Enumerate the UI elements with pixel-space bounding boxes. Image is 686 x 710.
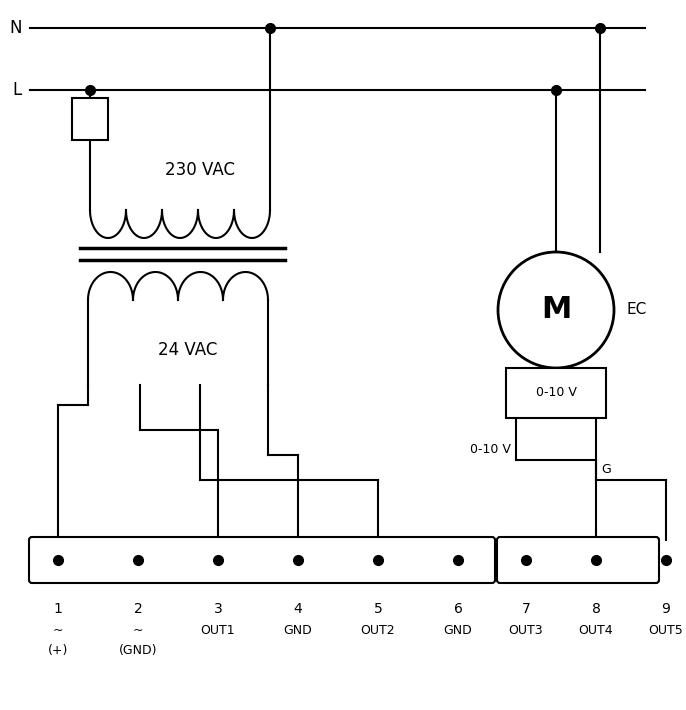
Text: 3: 3 bbox=[213, 602, 222, 616]
Text: EC: EC bbox=[626, 302, 646, 317]
Text: 2: 2 bbox=[134, 602, 143, 616]
Text: 9: 9 bbox=[661, 602, 670, 616]
Text: 5: 5 bbox=[374, 602, 382, 616]
Text: OUT4: OUT4 bbox=[579, 624, 613, 637]
Text: G: G bbox=[601, 463, 611, 476]
Text: L: L bbox=[13, 81, 22, 99]
Text: 0-10 V: 0-10 V bbox=[470, 443, 511, 456]
Text: OUT2: OUT2 bbox=[361, 624, 395, 637]
Text: OUT1: OUT1 bbox=[201, 624, 235, 637]
Text: 4: 4 bbox=[294, 602, 303, 616]
Text: (GND): (GND) bbox=[119, 644, 157, 657]
Text: 1: 1 bbox=[54, 602, 62, 616]
Text: N: N bbox=[10, 19, 22, 37]
Text: 24 VAC: 24 VAC bbox=[158, 341, 217, 359]
Text: (+): (+) bbox=[48, 644, 68, 657]
Bar bbox=[506, 368, 606, 418]
Text: GND: GND bbox=[444, 624, 473, 637]
Text: GND: GND bbox=[283, 624, 312, 637]
Text: 8: 8 bbox=[591, 602, 600, 616]
Text: ~: ~ bbox=[53, 624, 63, 637]
Text: 0-10 V: 0-10 V bbox=[536, 386, 576, 400]
Text: 230 VAC: 230 VAC bbox=[165, 161, 235, 179]
Text: 7: 7 bbox=[521, 602, 530, 616]
FancyBboxPatch shape bbox=[497, 537, 659, 583]
Text: OUT3: OUT3 bbox=[509, 624, 543, 637]
Text: OUT5: OUT5 bbox=[649, 624, 683, 637]
Text: M: M bbox=[541, 295, 571, 324]
Text: ~: ~ bbox=[133, 624, 143, 637]
FancyBboxPatch shape bbox=[29, 537, 495, 583]
Text: 6: 6 bbox=[453, 602, 462, 616]
Bar bbox=[72, 98, 108, 140]
